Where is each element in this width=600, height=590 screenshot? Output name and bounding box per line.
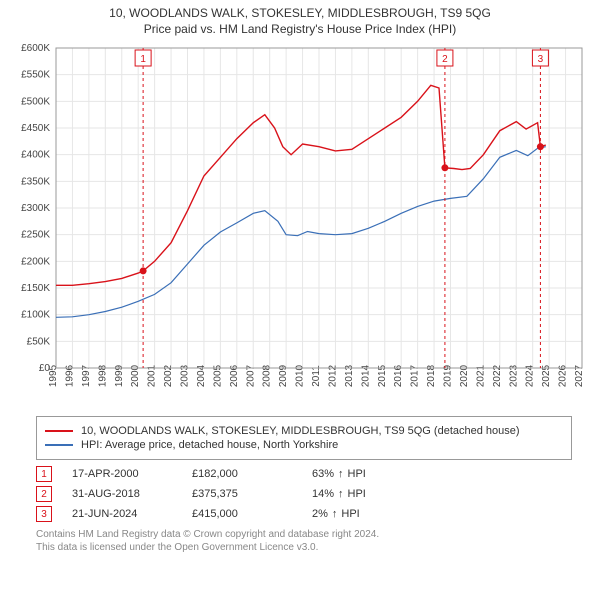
svg-text:£50K: £50K	[27, 336, 51, 347]
svg-text:£400K: £400K	[21, 150, 50, 161]
chart-svg: £0£50K£100K£150K£200K£250K£300K£350K£400…	[0, 38, 600, 408]
event-diff: 2% ↑ HPI	[312, 508, 360, 520]
event-row: 2 31-AUG-2018 £375,375 14% ↑ HPI	[36, 486, 572, 502]
event-badge: 1	[36, 466, 52, 482]
legend-label: 10, WOODLANDS WALK, STOKESLEY, MIDDLESBR…	[81, 425, 520, 437]
svg-text:2: 2	[442, 54, 448, 65]
attribution-line: This data is licensed under the Open Gov…	[36, 541, 572, 554]
svg-text:£100K: £100K	[21, 310, 50, 321]
arrow-up-icon: ↑	[332, 508, 338, 520]
legend-row: 10, WOODLANDS WALK, STOKESLEY, MIDDLESBR…	[45, 425, 563, 437]
event-date: 21-JUN-2024	[72, 508, 192, 520]
legend: 10, WOODLANDS WALK, STOKESLEY, MIDDLESBR…	[36, 416, 572, 460]
arrow-up-icon: ↑	[338, 468, 344, 480]
chart-titles: 10, WOODLANDS WALK, STOKESLEY, MIDDLESBR…	[0, 0, 600, 38]
event-date: 31-AUG-2018	[72, 488, 192, 500]
event-date: 17-APR-2000	[72, 468, 192, 480]
arrow-up-icon: ↑	[338, 488, 344, 500]
svg-text:£600K: £600K	[21, 43, 50, 54]
legend-row: HPI: Average price, detached house, Nort…	[45, 439, 563, 451]
svg-text:£450K: £450K	[21, 123, 50, 134]
event-price: £375,375	[192, 488, 312, 500]
svg-text:£500K: £500K	[21, 96, 50, 107]
legend-swatch	[45, 444, 73, 446]
legend-swatch	[45, 430, 73, 432]
event-price: £182,000	[192, 468, 312, 480]
event-badge: 2	[36, 486, 52, 502]
title-sub: Price paid vs. HM Land Registry's House …	[0, 22, 600, 36]
events-table: 1 17-APR-2000 £182,000 63% ↑ HPI 2 31-AU…	[36, 466, 572, 522]
svg-text:3: 3	[538, 54, 544, 65]
event-row: 1 17-APR-2000 £182,000 63% ↑ HPI	[36, 466, 572, 482]
svg-text:£150K: £150K	[21, 283, 50, 294]
event-badge: 3	[36, 506, 52, 522]
event-price: £415,000	[192, 508, 312, 520]
attribution: Contains HM Land Registry data © Crown c…	[36, 528, 572, 554]
chart: £0£50K£100K£150K£200K£250K£300K£350K£400…	[0, 38, 600, 408]
svg-text:1: 1	[140, 54, 146, 65]
event-row: 3 21-JUN-2024 £415,000 2% ↑ HPI	[36, 506, 572, 522]
legend-label: HPI: Average price, detached house, Nort…	[81, 439, 338, 451]
svg-text:£300K: £300K	[21, 203, 50, 214]
event-diff: 63% ↑ HPI	[312, 468, 366, 480]
title-main: 10, WOODLANDS WALK, STOKESLEY, MIDDLESBR…	[0, 6, 600, 20]
svg-text:£550K: £550K	[21, 70, 50, 81]
event-diff: 14% ↑ HPI	[312, 488, 366, 500]
svg-text:£200K: £200K	[21, 256, 50, 267]
attribution-line: Contains HM Land Registry data © Crown c…	[36, 528, 572, 541]
svg-text:£350K: £350K	[21, 176, 50, 187]
svg-text:£250K: £250K	[21, 230, 50, 241]
